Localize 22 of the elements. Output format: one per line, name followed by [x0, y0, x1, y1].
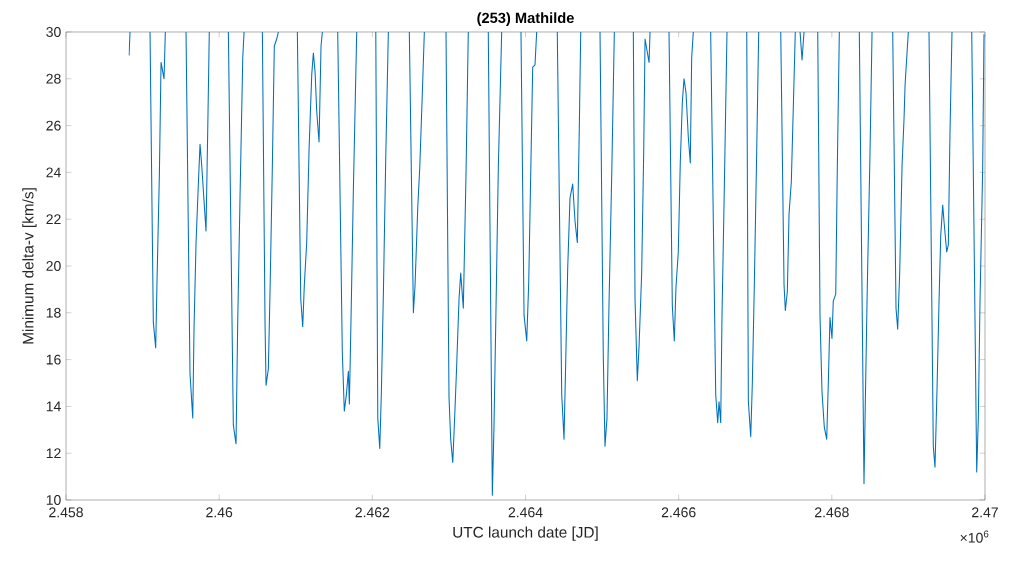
- x-tick-label: 2.466: [661, 507, 696, 518]
- x-tick-label: 2.464: [508, 507, 543, 518]
- y-tick-label: 22: [46, 214, 61, 225]
- y-tick-label: 30: [46, 27, 61, 37]
- x-tick-label: 2.46: [206, 507, 233, 518]
- y-tick-label: 26: [46, 120, 61, 131]
- y-tick-label: 12: [46, 448, 61, 459]
- y-tick-label: 14: [46, 401, 61, 412]
- y-tick-label: 10: [46, 495, 61, 505]
- y-tick-label: 20: [46, 261, 61, 271]
- x-tick-label: 2.462: [355, 507, 390, 518]
- y-tick-label: 24: [46, 167, 61, 178]
- x-tick-label: 2.468: [815, 507, 849, 518]
- x-tick-label: 2.458: [49, 507, 83, 518]
- x-axis-title: UTC launch date [JD]: [453, 526, 598, 541]
- y-tick-label: 16: [46, 354, 61, 365]
- x-tick-label: 2.47: [972, 507, 998, 518]
- text: ×10$^{6}$: [960, 530, 989, 543]
- y-tick-label: 28: [46, 73, 61, 84]
- y-tick-label: 18: [46, 307, 61, 318]
- chart-title: (253) Mathilde: [477, 12, 574, 26]
- y-axis-title: Minimum delta-v [km/s]: [22, 188, 37, 344]
